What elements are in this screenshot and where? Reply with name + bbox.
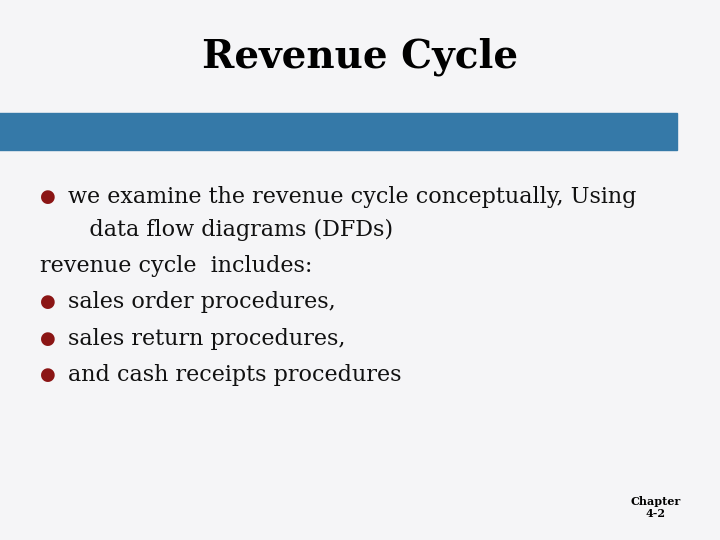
Text: ●: ● xyxy=(40,329,55,348)
Text: revenue cycle  includes:: revenue cycle includes: xyxy=(40,255,312,277)
Text: Chapter
4-2: Chapter 4-2 xyxy=(630,496,680,519)
Text: sales order procedures,: sales order procedures, xyxy=(68,292,336,313)
Text: ●: ● xyxy=(40,293,55,312)
Text: and cash receipts procedures: and cash receipts procedures xyxy=(68,364,402,386)
Text: we examine the revenue cycle conceptually, Using: we examine the revenue cycle conceptuall… xyxy=(68,186,636,208)
Text: Revenue Cycle: Revenue Cycle xyxy=(202,37,518,76)
Text: sales return procedures,: sales return procedures, xyxy=(68,328,346,349)
Bar xyxy=(0,113,677,150)
Text: ●: ● xyxy=(40,366,55,384)
Text: ●: ● xyxy=(40,188,55,206)
Text: data flow diagrams (DFDs): data flow diagrams (DFDs) xyxy=(68,219,394,240)
